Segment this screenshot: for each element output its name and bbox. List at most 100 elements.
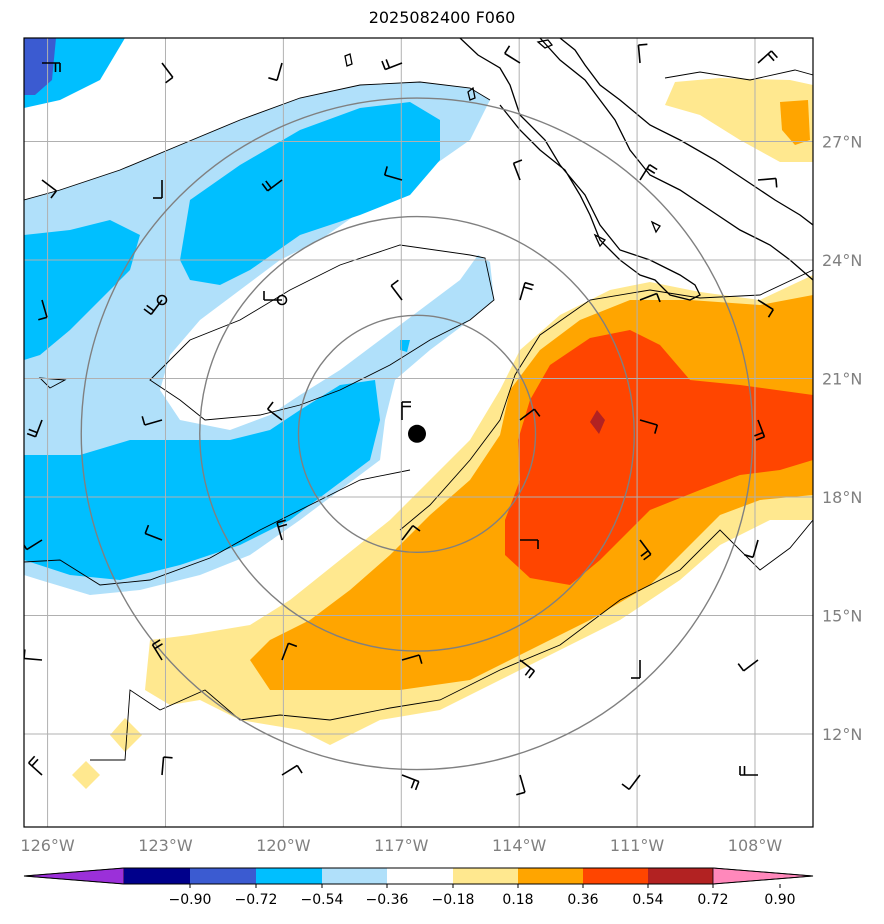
wind-barb — [261, 179, 283, 192]
wind-barb — [737, 659, 759, 672]
wind-barb — [41, 179, 58, 199]
island-outline — [344, 53, 353, 67]
wind-barb — [26, 419, 43, 438]
map-panel — [24, 38, 813, 827]
colorbar-tick-label: −0.72 — [235, 892, 278, 908]
wind-barb — [263, 291, 282, 301]
wind-barb — [401, 401, 411, 420]
wind-barb — [744, 539, 759, 559]
lon-tick-label: 111°W — [610, 836, 665, 855]
wind-barb — [151, 639, 163, 661]
wind-barb — [520, 539, 539, 549]
wind-barb — [42, 62, 61, 72]
colorbar-segment — [453, 868, 518, 884]
blue-speck — [400, 340, 410, 352]
range-ring — [297, 314, 537, 553]
colorbar-segment — [518, 868, 583, 884]
colorbar-extend-high — [712, 867, 814, 885]
lat-tick-label: 21°N — [822, 370, 862, 389]
wind-barb — [739, 766, 758, 776]
coastline — [344, 38, 813, 301]
lat-tick-label: 15°N — [822, 607, 862, 626]
colorbar-tick-label: 0.90 — [764, 892, 795, 908]
coastline-segment — [539, 38, 813, 281]
negative-anomaly-field — [24, 38, 494, 595]
contour-line — [399, 269, 813, 531]
colorbar-tick-label: 0.72 — [697, 892, 728, 908]
graticule — [24, 38, 813, 827]
wind-barb — [519, 281, 534, 301]
wind-barb — [519, 408, 541, 421]
colorbar-segment — [190, 868, 256, 884]
wind-barb — [504, 45, 521, 64]
wind-barb — [639, 419, 659, 434]
yellow-speck-1 — [110, 718, 142, 752]
dark-red-speck — [590, 410, 605, 434]
lat-tick-label: 24°N — [822, 251, 862, 270]
contour-line — [664, 69, 813, 81]
colorbar-segment — [648, 868, 713, 884]
wind-barb — [161, 756, 173, 776]
wind-barb — [153, 180, 163, 199]
wind-barb — [266, 401, 283, 421]
wind-barb — [144, 524, 163, 541]
island-outline — [536, 39, 554, 49]
wind-barb — [141, 416, 163, 426]
wind-barb — [516, 774, 526, 796]
blue-band-west — [24, 220, 140, 360]
colorbar-segment — [387, 868, 453, 884]
colorbar-tick-label: −0.36 — [366, 892, 409, 908]
colorbar-segment — [322, 868, 387, 884]
orange-red-core — [505, 330, 813, 585]
colorbar-tick-label: 0.18 — [502, 892, 533, 908]
colorbar-outline — [23, 867, 814, 885]
wind-barb — [276, 519, 288, 541]
colorbar: −0.90 −0.72 −0.54 −0.36 −0.18 0.18 0.36 0.54 0.7… — [23, 867, 814, 908]
wind-barb — [401, 774, 420, 791]
colorbar-tick-label: −0.54 — [301, 892, 344, 908]
wind-barb — [631, 660, 641, 679]
longitude-labels: 126°W 123°W 120°W 117°W 114°W 111°W 108°W — [20, 836, 782, 855]
contour-line — [90, 519, 813, 761]
wind-barb — [28, 755, 43, 776]
colorbar-tick-label: −0.90 — [169, 892, 212, 908]
colorbar-tick-label: 0.36 — [567, 892, 598, 908]
wind-barb — [757, 177, 778, 188]
wind-barb — [639, 539, 652, 561]
wind-barb — [161, 62, 174, 84]
wind-barb — [38, 299, 48, 321]
calm-wind-circle — [156, 294, 168, 306]
coastline-segment — [459, 38, 701, 301]
lon-tick-label: 126°W — [20, 836, 75, 855]
wind-barb — [512, 159, 523, 181]
wind-barb — [757, 50, 778, 64]
colorbar-tick-label: −0.18 — [432, 892, 475, 908]
wind-barb — [390, 279, 403, 301]
wind-barb — [639, 164, 658, 181]
colorbar-segment — [256, 868, 322, 884]
colorbar-segment — [583, 868, 648, 884]
lon-tick-label: 123°W — [138, 836, 193, 855]
wind-barb — [143, 299, 163, 316]
coastline-segment — [559, 38, 813, 226]
storm-center-marker — [408, 424, 426, 443]
lon-tick-label: 120°W — [256, 836, 311, 855]
wind-barb — [401, 524, 421, 541]
wind-barb — [383, 166, 403, 181]
wind-barb — [519, 659, 536, 679]
colorbar-tick-label: 0.54 — [632, 892, 663, 908]
lat-tick-label: 27°N — [822, 133, 862, 152]
lon-tick-label: 108°W — [728, 836, 783, 855]
wind-barb — [757, 299, 774, 318]
range-ring — [80, 97, 754, 771]
wind-barb — [281, 764, 303, 776]
map-title: 2025082400 F060 — [368, 8, 516, 27]
island-outline — [467, 86, 476, 101]
blue-band-north — [180, 102, 440, 285]
wind-barb — [268, 62, 283, 82]
island-outline — [650, 220, 661, 234]
blue-band-south — [24, 380, 380, 580]
contour-line — [24, 81, 491, 201]
lat-tick-label: 18°N — [822, 488, 862, 507]
